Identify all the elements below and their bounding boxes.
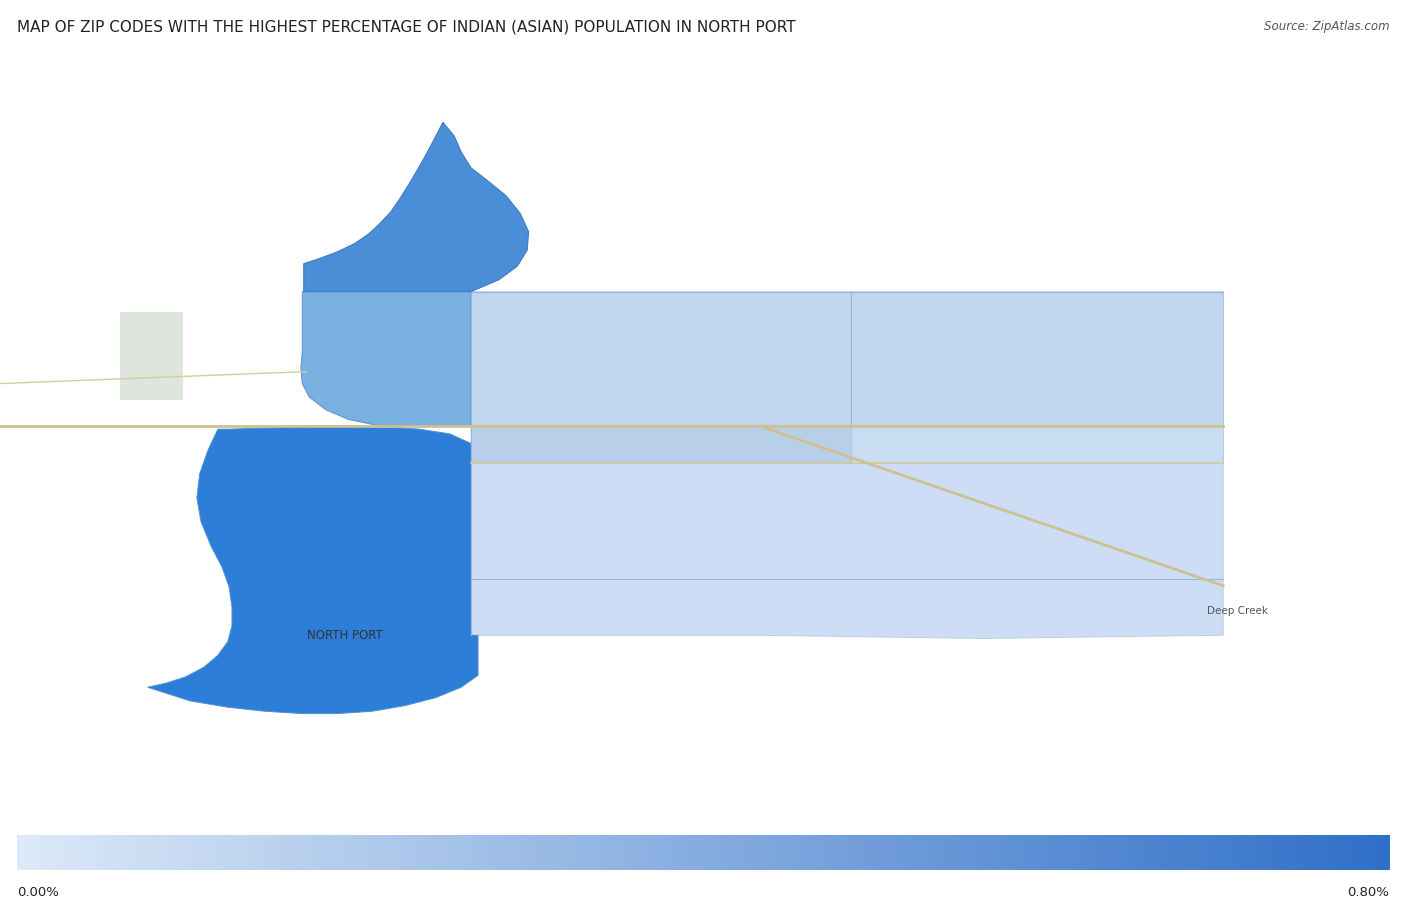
Polygon shape (304, 122, 529, 291)
Polygon shape (301, 291, 471, 426)
Text: MAP OF ZIP CODES WITH THE HIGHEST PERCENTAGE OF INDIAN (ASIAN) POPULATION IN NOR: MAP OF ZIP CODES WITH THE HIGHEST PERCEN… (17, 20, 796, 35)
Text: NORTH PORT: NORTH PORT (307, 628, 382, 642)
Text: Deep Creek: Deep Creek (1206, 606, 1268, 617)
Text: Source: ZipAtlas.com: Source: ZipAtlas.com (1264, 20, 1389, 32)
Polygon shape (471, 291, 1223, 638)
Polygon shape (471, 291, 1223, 426)
Text: 0.80%: 0.80% (1347, 886, 1389, 899)
Polygon shape (851, 426, 1223, 464)
Polygon shape (148, 426, 478, 714)
Polygon shape (120, 312, 183, 399)
Polygon shape (471, 426, 851, 464)
Text: 0.00%: 0.00% (17, 886, 59, 899)
